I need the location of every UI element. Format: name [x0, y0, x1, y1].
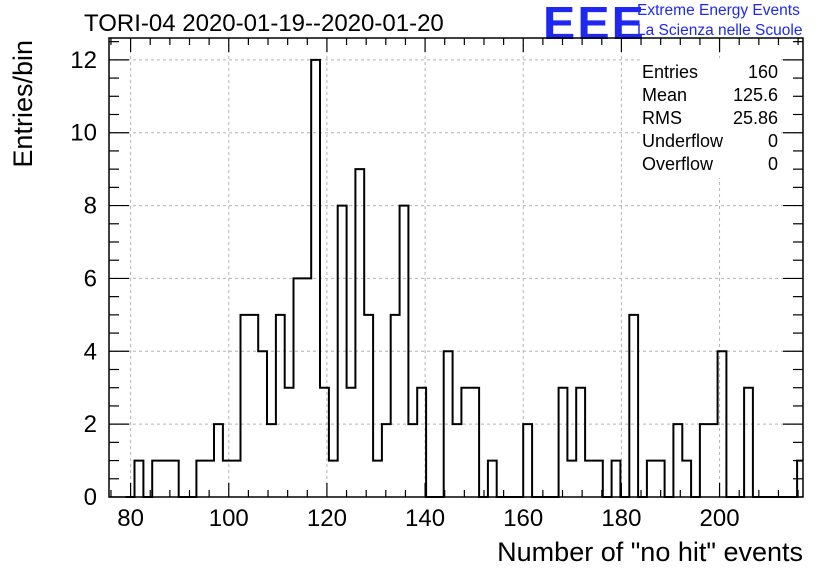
stats-value: 160	[748, 62, 778, 82]
chart-title: TORI-04 2020-01-19--2020-01-20	[84, 10, 444, 37]
stats-label: Underflow	[642, 131, 724, 151]
y-axis-label: Entries/bin	[8, 40, 38, 168]
histogram-outline	[125, 58, 803, 498]
eee-logo: EEE Extreme Energy Events La Scienza nel…	[543, 0, 833, 49]
stats-label: Mean	[642, 85, 687, 105]
x-tick-label: 80	[117, 505, 144, 532]
stats-value: 125.6	[733, 85, 778, 105]
logo-text-line1: Extreme Energy Events	[637, 2, 800, 19]
stats-box-background	[640, 58, 779, 178]
x-tick-label: 160	[503, 505, 543, 532]
y-tick-label: 2	[84, 411, 97, 438]
eee-logo-mark: EEE	[543, 0, 646, 49]
x-axis-label: Number of "no hit" events	[497, 537, 803, 567]
y-tick-label: 0	[84, 484, 97, 511]
stats-value: 0	[768, 131, 778, 151]
x-tick-label: 120	[307, 505, 347, 532]
stats-label: Entries	[642, 62, 698, 82]
y-tick-label: 10	[70, 120, 97, 147]
x-tick-label: 140	[405, 505, 445, 532]
logo-text-line2: La Scienza nelle Scuole	[637, 22, 803, 39]
stats-label: Overflow	[642, 154, 714, 174]
stats-value: 0	[768, 154, 778, 174]
y-tick-label: 4	[84, 338, 97, 365]
x-tick-label: 100	[209, 505, 249, 532]
x-tick-label: 180	[601, 505, 641, 532]
stats-value: 25.86	[733, 108, 778, 128]
stats-box: Entries 160 Mean 125.6 RMS 25.86 Underflow 0 Ove…	[640, 58, 779, 178]
x-tick-label: 200	[700, 505, 740, 532]
y-tick-label: 6	[84, 265, 97, 292]
y-tick-label: 12	[70, 47, 97, 74]
y-tick-label: 8	[84, 193, 97, 220]
stats-label: RMS	[642, 108, 682, 128]
plot-frame	[108, 37, 804, 498]
